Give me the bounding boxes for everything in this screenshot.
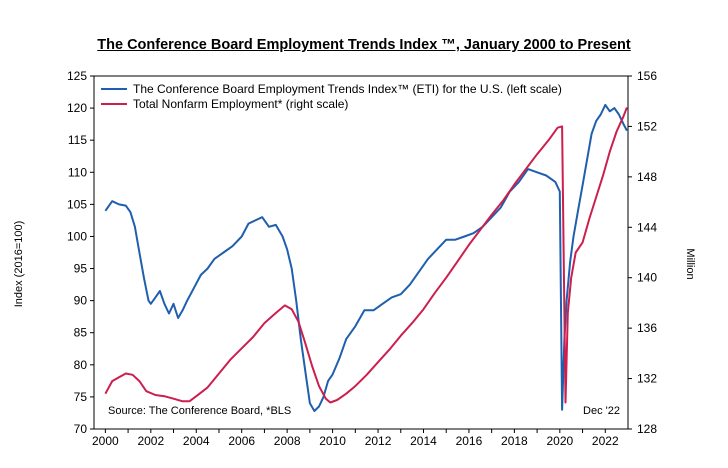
date-note: Dec '22 bbox=[583, 405, 620, 417]
x-tick-label: 2010 bbox=[319, 434, 346, 448]
x-tick-label: 2004 bbox=[183, 434, 210, 448]
legend-label-eti: The Conference Board Employment Trends I… bbox=[133, 82, 562, 96]
right-y-tick-label: 132 bbox=[637, 372, 657, 386]
x-tick-label: 2000 bbox=[92, 434, 119, 448]
x-tick-label: 2014 bbox=[410, 434, 437, 448]
right-y-tick-label: 148 bbox=[637, 170, 657, 184]
x-tick-label: 2006 bbox=[228, 434, 255, 448]
left-y-tick-label: 105 bbox=[67, 197, 87, 211]
right-y-tick-label: 136 bbox=[637, 321, 657, 335]
series-line-eti bbox=[104, 103, 628, 412]
left-y-tick-label: 125 bbox=[67, 69, 87, 83]
left-y-tick-label: 110 bbox=[68, 165, 87, 179]
left-y-tick-label: 85 bbox=[74, 326, 88, 340]
x-tick-label: 2022 bbox=[592, 434, 619, 448]
left-y-tick-label: 75 bbox=[74, 390, 88, 404]
right-y-tick-label: 140 bbox=[637, 271, 657, 285]
left-y-tick-label: 115 bbox=[68, 133, 87, 147]
left-y-tick-label: 90 bbox=[74, 294, 88, 308]
left-y-tick-label: 95 bbox=[74, 262, 88, 276]
left-y-tick-label: 120 bbox=[67, 101, 87, 115]
left-y-tick-label: 100 bbox=[67, 229, 87, 243]
right-y-tick-label: 152 bbox=[637, 119, 657, 133]
right-y-tick-label: 128 bbox=[637, 422, 657, 436]
right-y-tick-label: 156 bbox=[637, 69, 657, 83]
x-tick-label: 2016 bbox=[456, 434, 483, 448]
left-y-tick-label: 80 bbox=[74, 358, 88, 372]
left-y-tick-label: 70 bbox=[74, 422, 88, 436]
source-note: Source: The Conference Board, *BLS bbox=[108, 405, 291, 417]
x-tick-label: 2008 bbox=[274, 434, 301, 448]
legend-label-nonfarm-employment: Total Nonfarm Employment* (right scale) bbox=[133, 97, 348, 111]
x-tick-label: 2020 bbox=[546, 434, 573, 448]
chart-title: The Conference Board Employment Trends I… bbox=[97, 37, 631, 53]
x-tick-label: 2002 bbox=[137, 434, 164, 448]
x-tick-label: 2018 bbox=[501, 434, 528, 448]
plot-frame bbox=[93, 75, 629, 430]
x-tick-label: 2012 bbox=[365, 434, 392, 448]
right-y-tick-label: 144 bbox=[637, 220, 657, 234]
series-line-nonfarm-employment bbox=[104, 107, 628, 404]
